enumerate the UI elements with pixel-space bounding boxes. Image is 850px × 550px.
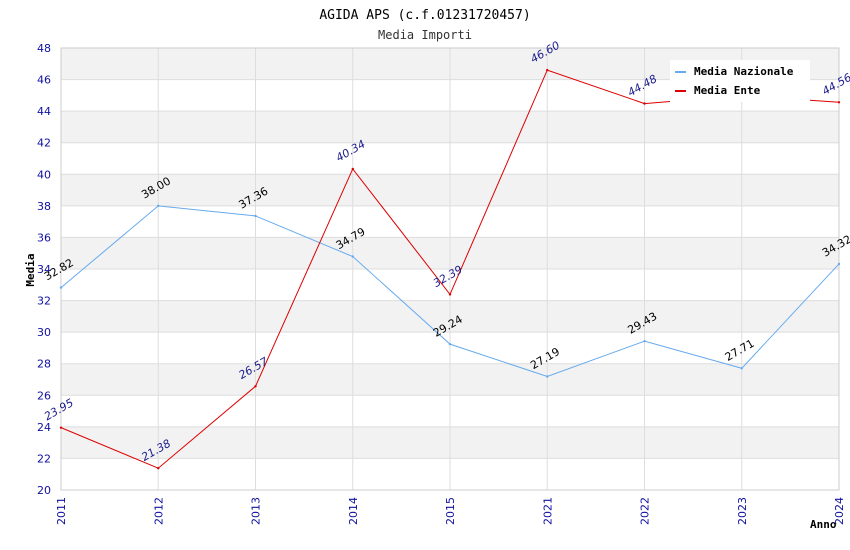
data-point bbox=[546, 375, 549, 378]
y-axis-ticks: 20 22 24 26 28 30 32 34 36 38 40 42 44 46 48 bbox=[37, 42, 51, 497]
data-point bbox=[837, 262, 841, 266]
data-point bbox=[643, 102, 646, 105]
x-tick-label: 2024 bbox=[833, 497, 846, 525]
legend-label: Media Nazionale bbox=[694, 65, 794, 78]
data-point bbox=[59, 286, 63, 289]
y-tick-label: 44 bbox=[37, 105, 51, 118]
x-axis-ticks: 2011 2012 2013 2014 2015 2021 2022 2023 2024 bbox=[55, 497, 846, 525]
data-point bbox=[254, 385, 257, 388]
data-point bbox=[546, 68, 549, 72]
data-point bbox=[448, 293, 452, 296]
y-tick-label: 22 bbox=[37, 452, 51, 465]
y-axis-title: Media bbox=[24, 253, 37, 286]
data-point bbox=[59, 426, 63, 429]
y-tick-label: 34 bbox=[37, 263, 51, 276]
y-tick-label: 48 bbox=[37, 42, 51, 55]
plot-frame bbox=[60, 47, 840, 491]
legend-box bbox=[670, 60, 810, 102]
x-tick-label: 2014 bbox=[347, 497, 360, 525]
x-tick-label: 2015 bbox=[444, 497, 457, 525]
data-point bbox=[351, 167, 354, 171]
chart-subtitle: Media Importi bbox=[378, 28, 472, 42]
y-tick-label: 26 bbox=[37, 389, 51, 402]
data-point bbox=[157, 467, 160, 470]
x-axis-title: Anno bbox=[810, 518, 837, 531]
y-tick-label: 30 bbox=[37, 326, 51, 339]
y-tick-label: 38 bbox=[37, 200, 51, 213]
y-tick-label: 46 bbox=[37, 74, 51, 87]
x-tick-label: 2012 bbox=[152, 497, 165, 525]
legend-label: Media Ente bbox=[694, 84, 761, 97]
data-point bbox=[643, 339, 646, 343]
chart-title: AGIDA APS (c.f.01231720457) bbox=[319, 8, 530, 23]
legend: Media Nazionale Media Ente bbox=[670, 60, 810, 102]
data-point bbox=[740, 367, 743, 370]
y-tick-label: 40 bbox=[37, 168, 51, 181]
x-tick-label: 2011 bbox=[55, 497, 68, 525]
x-tick-label: 2023 bbox=[736, 497, 749, 525]
data-point bbox=[448, 342, 452, 346]
x-tick-label: 2013 bbox=[250, 497, 263, 525]
data-point bbox=[351, 255, 354, 258]
x-tick-label: 2021 bbox=[541, 497, 554, 525]
y-tick-label: 24 bbox=[37, 421, 51, 434]
data-point bbox=[254, 214, 257, 218]
y-tick-label: 28 bbox=[37, 358, 51, 371]
y-tick-label: 20 bbox=[37, 484, 51, 497]
y-tick-label: 32 bbox=[37, 295, 51, 308]
data-point bbox=[157, 204, 160, 208]
gridlines bbox=[60, 47, 840, 491]
x-tick-label: 2022 bbox=[639, 497, 652, 525]
data-point bbox=[837, 101, 841, 104]
y-tick-label: 42 bbox=[37, 137, 51, 150]
y-tick-label: 36 bbox=[37, 231, 51, 244]
